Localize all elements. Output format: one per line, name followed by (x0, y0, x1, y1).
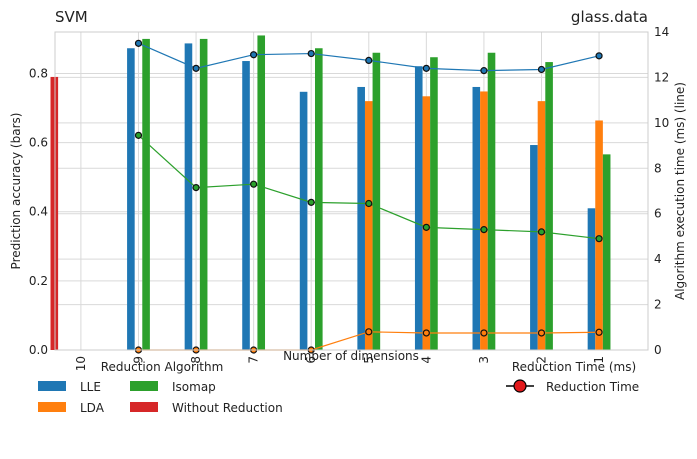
x-tick-label-8: 8 (189, 356, 203, 364)
bars-group (50, 35, 611, 351)
legend-swatch-lle (38, 381, 66, 391)
time-point-2-8 (595, 235, 603, 243)
bar-lda-3 (480, 91, 488, 350)
legend-swatch-without-reduction (130, 402, 158, 412)
legend-reduction-time: Reduction Time (ms) Reduction Time (506, 360, 639, 394)
time-point-0-2 (250, 51, 258, 59)
bar-isomap-1 (602, 154, 611, 350)
y-tick-label-1: 0.2 (29, 274, 48, 288)
bar-lle-2 (530, 145, 538, 350)
legend-label-without-reduction: Without Reduction (172, 401, 283, 415)
y-axis-ticks: 0.0 0.2 0.4 0.6 0.8 (29, 66, 48, 357)
legend-swatch-isomap (130, 381, 158, 391)
bar-lle-5 (357, 86, 365, 351)
y2-tick-label-4: 8 (654, 161, 662, 175)
bar-lle-3 (472, 86, 481, 351)
y-tick-label-3: 0.6 (29, 136, 48, 150)
bar-isomap-6 (314, 48, 323, 350)
legend-label-reduction-time: Reduction Time (546, 380, 639, 394)
time-point-1-8 (595, 328, 603, 336)
x-axis-label: Number of dimensions (283, 349, 419, 363)
x-tick-label-10: 10 (74, 356, 88, 371)
x-tick-label-5: 5 (362, 356, 376, 364)
bar-isomap-7 (257, 35, 266, 351)
time-point-2-0 (134, 131, 143, 139)
legend-title-time: Reduction Time (ms) (512, 360, 636, 374)
plot-frame (54, 31, 649, 351)
x-tick-label-3: 3 (477, 356, 491, 364)
y2-axis-label: Algorithm execution time (ms) (line) (673, 82, 687, 300)
bar-isomap-5 (372, 52, 381, 350)
y2-tick-label-0: 0 (654, 343, 662, 357)
x-tick-label-4: 4 (419, 356, 433, 364)
legend-label-lda: LDA (80, 401, 105, 415)
legend-title-algorithm: Reduction Algorithm (101, 360, 224, 374)
legend-label-lle: LLE (80, 380, 101, 394)
legend-reduction-algorithm: Reduction Algorithm LLE Isomap LDA Witho… (38, 360, 283, 415)
time-point-2-4 (365, 199, 373, 208)
bar-lle-4 (414, 66, 423, 350)
time-point-0-3 (307, 49, 315, 58)
y2-tick-label-3: 6 (654, 207, 662, 221)
bar-isomap-8 (199, 38, 208, 350)
bar-lda-5 (364, 101, 373, 350)
time-point-1-7 (537, 329, 546, 337)
y-axis-label: Prediction accuracy (bars) (9, 113, 23, 270)
x-tick-label-1: 1 (592, 356, 606, 364)
y2-tick-label-1: 2 (654, 298, 662, 312)
y2-tick-label-6: 12 (654, 70, 669, 84)
bar-lle-1 (587, 208, 596, 350)
bar-lle-6 (299, 91, 308, 351)
bar-isomap-3 (487, 52, 496, 350)
time-point-0-5 (422, 64, 430, 72)
y-tick-label-4: 0.8 (29, 66, 48, 80)
y-tick-label-0: 0.0 (29, 343, 48, 357)
time-point-1-4 (365, 328, 373, 336)
time-point-2-6 (480, 226, 488, 234)
bar-lle-7 (242, 61, 250, 350)
time-point-0-7 (537, 65, 546, 74)
time-point-1-6 (480, 329, 488, 337)
time-point-0-4 (365, 56, 373, 64)
bar-isomap-9 (142, 38, 150, 350)
time-point-2-1 (192, 183, 200, 192)
legend-swatch-lda (38, 402, 66, 412)
y2-tick-label-7: 14 (654, 25, 669, 39)
time-point-2-5 (422, 223, 430, 231)
y-tick-label-2: 0.4 (29, 205, 48, 219)
time-point-0-1 (192, 64, 200, 72)
x-tick-label-2: 2 (534, 356, 548, 364)
bar-without-reduction-10 (50, 76, 59, 350)
x-tick-label-9: 9 (131, 356, 145, 364)
y2-axis-ticks: 0 2 4 6 8 10 12 14 (654, 25, 669, 357)
legend-marker-icon (513, 379, 527, 393)
chart-title-right: glass.data (571, 8, 648, 26)
y2-tick-label-2: 4 (654, 252, 662, 266)
bar-isomap-2 (545, 62, 553, 350)
time-point-0-6 (480, 67, 488, 75)
bar-lda-4 (422, 96, 431, 350)
bar-isomap-4 (430, 57, 438, 351)
time-point-2-2 (250, 180, 258, 188)
y2-tick-label-5: 10 (654, 116, 669, 130)
time-point-0-8 (595, 52, 603, 60)
time-point-2-3 (307, 198, 315, 206)
time-point-2-7 (537, 228, 546, 236)
time-point-1-5 (422, 329, 430, 337)
bar-lda-2 (537, 101, 546, 350)
x-tick-label-7: 7 (247, 356, 261, 364)
bar-lle-8 (184, 43, 193, 350)
time-point-0-0 (134, 39, 143, 47)
bar-lle-9 (127, 48, 135, 350)
x-tick-label-6: 6 (304, 356, 318, 364)
legend-label-isomap: Isomap (172, 380, 216, 394)
chart-title-left: SVM (55, 8, 88, 26)
x-axis-ticks: 10 9 8 7 6 5 4 3 2 1 (74, 356, 606, 371)
